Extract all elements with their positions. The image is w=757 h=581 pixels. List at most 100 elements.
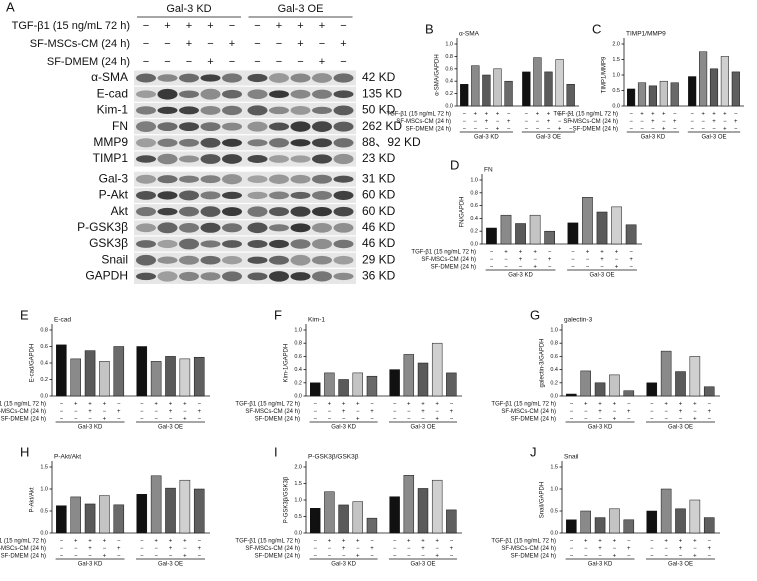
chart-title: TIMP1/MMP9: [626, 31, 666, 38]
blot-row-size: 135 KD: [362, 86, 402, 100]
y-tick-label: 0.4: [40, 360, 48, 366]
treatment-sign: +: [328, 402, 332, 408]
bar: [611, 206, 622, 245]
group-label: Gal-3 KD: [331, 562, 356, 568]
treatment-sign: −: [569, 112, 573, 118]
treatment-sign: −: [356, 409, 360, 415]
blot-band: [200, 175, 221, 184]
blot-band: [333, 90, 354, 99]
treatment-sign: −: [600, 265, 604, 271]
treatment-sign: −: [450, 402, 454, 408]
blot-band: [200, 88, 221, 100]
blot-band: [200, 154, 221, 164]
treatment-sign: +: [640, 112, 644, 118]
treatment-sign: −: [276, 38, 282, 50]
treatment-sign: −: [117, 402, 121, 408]
group-label: Gal-3 OE: [668, 425, 693, 431]
blot-row-size: 60 KD: [362, 204, 396, 218]
treatment-sign: +: [519, 257, 523, 263]
blot-row-size: 29 KD: [362, 252, 396, 266]
bar: [99, 495, 110, 534]
treatment-sign: −: [673, 112, 677, 118]
treatment-sign: −: [74, 409, 78, 415]
treatment-sign: +: [584, 402, 588, 408]
bar: [699, 51, 708, 107]
bar: [113, 346, 125, 397]
blot-band: [290, 206, 311, 217]
treatment-sign: −: [584, 554, 588, 560]
blot-row-size: 50 KD: [362, 103, 396, 117]
blot-band: [290, 89, 311, 99]
blot-band: [312, 106, 332, 114]
treatment-sign: −: [629, 265, 633, 271]
blot-band: [136, 254, 156, 266]
treatment-sign: −: [664, 409, 668, 415]
bar: [594, 517, 606, 534]
treatment-sign: +: [507, 119, 511, 125]
treatment-sign: −: [393, 546, 397, 552]
group-label: Gal-3 KD: [166, 3, 211, 15]
blot-band: [333, 222, 354, 233]
treatment-sign: +: [407, 539, 411, 545]
treatment-sign: −: [650, 409, 654, 415]
bar: [515, 223, 526, 245]
treatment-sign: −: [60, 417, 64, 423]
blot-band: [136, 121, 156, 133]
blot-band: [157, 175, 178, 184]
group-label: Gal-3 KD: [641, 135, 666, 141]
treatment-label: TGF-β1 (15 ng/mL 72 h): [491, 539, 556, 545]
blot-band: [157, 191, 178, 200]
group-label: Gal-3 KD: [588, 425, 613, 431]
treatment-sign: −: [693, 546, 697, 552]
y-tick-label: 0.8: [550, 341, 558, 347]
blot-band: [222, 223, 242, 233]
treatment-sign: −: [707, 417, 711, 423]
treatment-label: TGF-β1 (15 ng/mL 72 h): [235, 402, 300, 408]
treatment-sign: −: [88, 554, 92, 560]
bar: [596, 211, 608, 245]
treatment-sign: −: [393, 554, 397, 560]
y-tick-label: 1.0: [470, 177, 478, 183]
treatment-sign: −: [154, 409, 158, 415]
treatment-label: TGF-β1 (15 ng/mL 72 h): [553, 112, 618, 118]
bar: [310, 508, 321, 534]
treatment-label: SF-DMEM (24 h): [511, 417, 556, 423]
y-axis-label: P-Akt/Akt: [30, 487, 36, 512]
group-label: Gal-3 OE: [668, 562, 693, 568]
bar: [56, 505, 67, 534]
y-tick-label: 0.2: [40, 377, 48, 383]
treatment-sign: −: [435, 409, 439, 415]
treatment-sign: −: [88, 417, 92, 423]
blot-band: [179, 73, 199, 83]
blot-band: [179, 138, 199, 147]
blot-row-label: FN: [112, 119, 128, 133]
treatment-label: SF-MSCs-CM (24 h): [30, 38, 130, 50]
treatment-sign: −: [154, 554, 158, 560]
bar: [165, 356, 176, 397]
bar: [310, 382, 321, 397]
treatment-sign: +: [547, 119, 551, 125]
treatment-sign: −: [664, 554, 668, 560]
blot-band: [247, 105, 268, 116]
blot-band: [247, 191, 268, 200]
treatment-sign: −: [723, 119, 727, 125]
treatment-sign: −: [504, 257, 508, 263]
group-label: Gal-3 OE: [589, 273, 614, 279]
bar: [522, 71, 531, 107]
treatment-sign: +: [183, 417, 187, 423]
treatment-sign: −: [117, 417, 121, 423]
treatment-sign: +: [693, 554, 697, 560]
blot-band: [200, 105, 221, 115]
treatment-sign: +: [183, 554, 187, 560]
treatment-sign: −: [140, 539, 144, 545]
blot-band: [222, 240, 242, 248]
treatment-sign: −: [450, 554, 454, 560]
bar: [646, 382, 658, 397]
treatment-sign: −: [421, 417, 425, 423]
treatment-sign: +: [103, 539, 107, 545]
treatment-sign: +: [356, 417, 360, 423]
y-tick-label: 2.0: [612, 41, 620, 47]
treatment-sign: +: [679, 539, 683, 545]
treatment-sign: +: [679, 409, 683, 415]
treatment-sign: +: [103, 417, 107, 423]
